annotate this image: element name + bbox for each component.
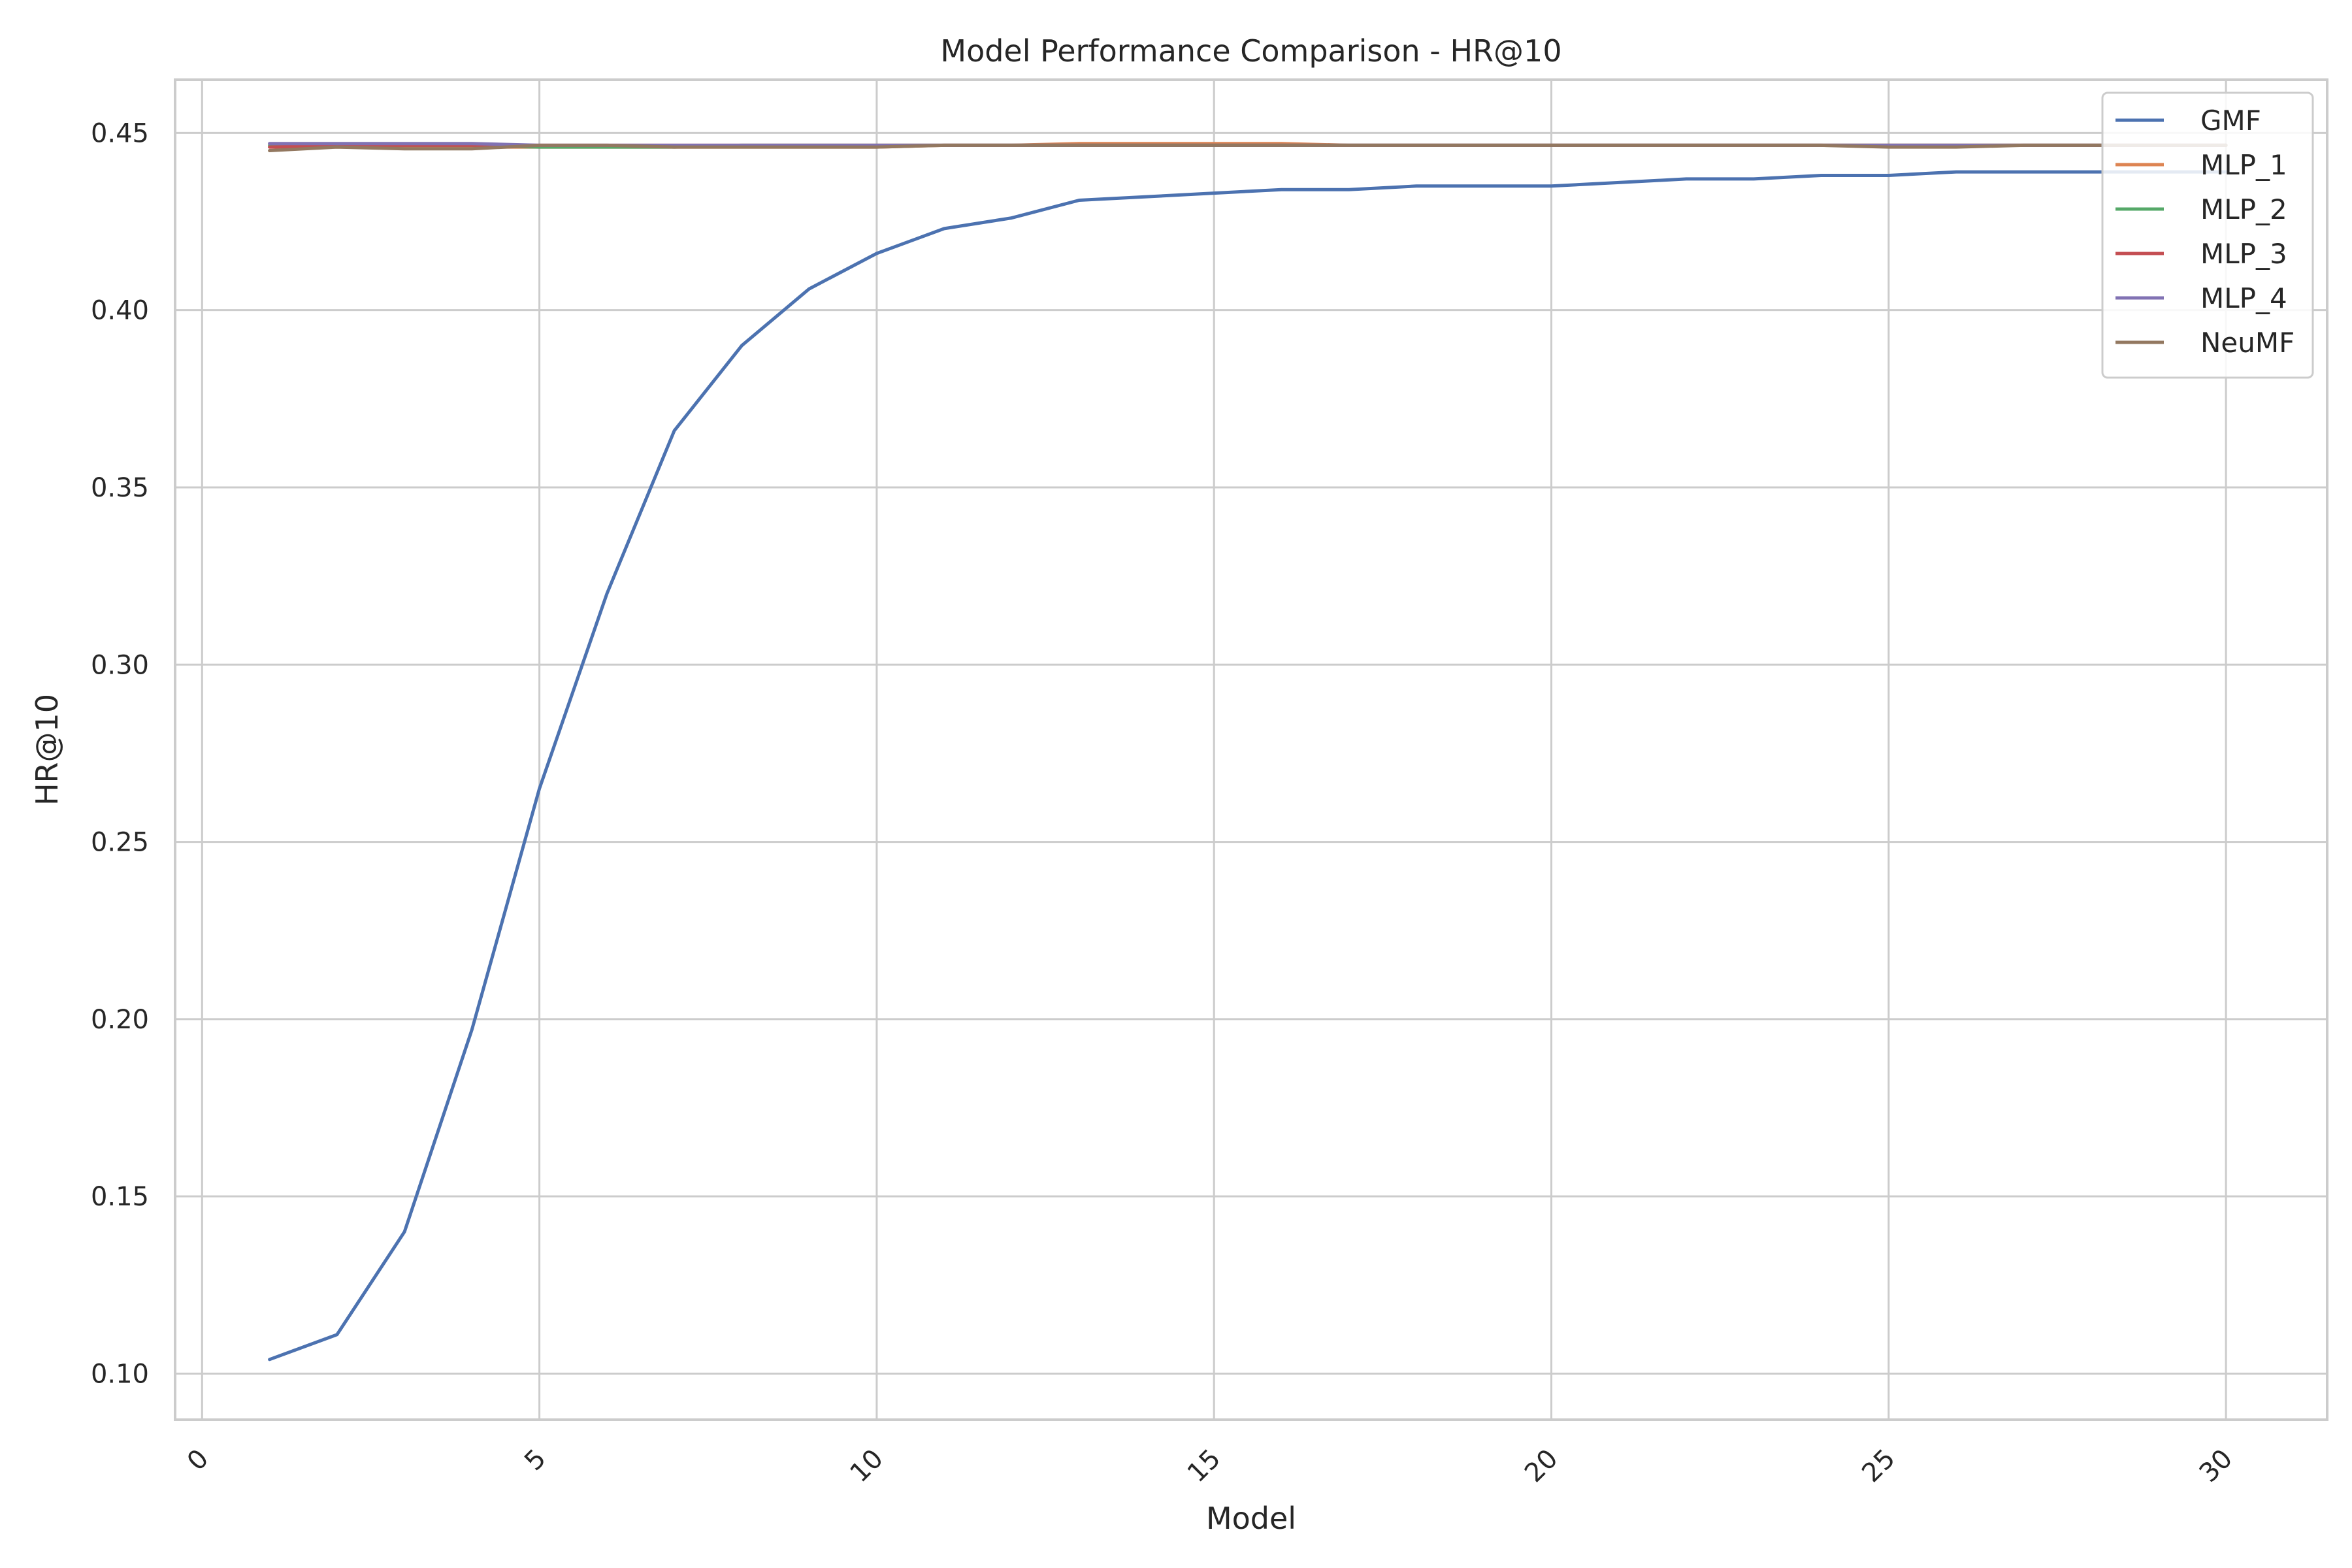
x-tick-label: 15	[1182, 1444, 1227, 1489]
y-tick-label: 0.35	[91, 473, 149, 503]
x-axis-label: Model	[1206, 1501, 1296, 1536]
y-tick-label: 0.25	[91, 828, 149, 858]
legend-label-gmf: GMF	[2200, 105, 2261, 137]
legend-label-mlp-1: MLP_1	[2200, 149, 2287, 181]
legend-label-mlp-2: MLP_2	[2200, 193, 2287, 225]
y-tick-label: 0.40	[91, 296, 149, 326]
x-tick-label: 10	[844, 1444, 889, 1489]
grid	[175, 80, 2327, 1420]
chart-title: Model Performance Comparison - HR@10	[940, 33, 1561, 69]
plot-frame	[174, 78, 2328, 1421]
y-axis-ticks: 0.10 0.15 0.20 0.25 0.30 0.35 0.40 0.45	[91, 118, 149, 1389]
x-tick-label: 0	[182, 1444, 215, 1477]
y-tick-label: 0.45	[91, 118, 149, 148]
y-tick-label: 0.20	[91, 1005, 149, 1035]
y-axis-label: HR@10	[29, 694, 65, 806]
x-tick-label: 20	[1519, 1444, 1564, 1489]
series-lines	[268, 142, 2228, 1362]
x-tick-label: 30	[2194, 1444, 2239, 1489]
series-line-neumf	[268, 143, 2228, 152]
x-axis-ticks: 0 5 10 15 20 25 30	[182, 1444, 2238, 1489]
y-tick-label: 0.30	[91, 650, 149, 680]
y-tick-label: 0.15	[91, 1182, 149, 1212]
series-line-gmf	[268, 170, 2228, 1362]
legend: GMF MLP_1 MLP_2 MLP_3 MLP_4 NeuMF	[2101, 91, 2314, 379]
legend-label-mlp-3: MLP_3	[2200, 238, 2287, 270]
legend-label-mlp-4: MLP_4	[2200, 282, 2287, 314]
x-tick-label: 5	[519, 1444, 552, 1477]
y-tick-label: 0.10	[91, 1359, 149, 1389]
x-tick-label: 25	[1856, 1444, 1901, 1489]
legend-label-neumf: NeuMF	[2200, 327, 2295, 359]
